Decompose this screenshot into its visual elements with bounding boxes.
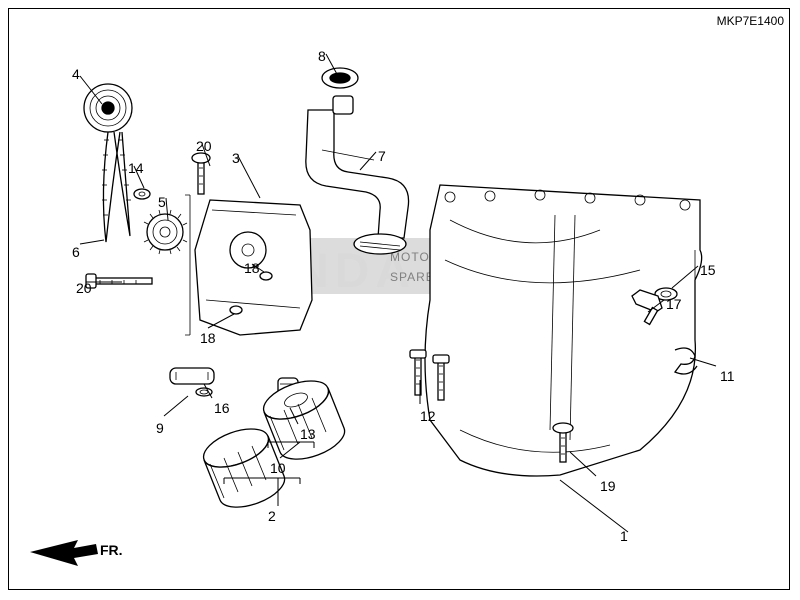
callout-9: 9 — [156, 420, 164, 436]
bolt-20a — [86, 274, 152, 288]
oil-pump-chain — [84, 84, 132, 242]
callout-16: 16 — [214, 400, 230, 416]
callout-5: 5 — [158, 194, 166, 210]
callout-11: 11 — [720, 368, 735, 384]
stud-bolt-1 — [410, 350, 426, 395]
front-arrow — [30, 540, 98, 566]
callout-3: 3 — [232, 150, 240, 166]
callout-18: 18 — [244, 260, 260, 276]
callout-20: 20 — [196, 138, 212, 154]
callout-19: 19 — [600, 478, 616, 494]
callout-6: 6 — [72, 244, 80, 260]
callout-2: 2 — [268, 508, 276, 524]
callout-17: 17 — [666, 296, 682, 312]
callout-18: 18 — [200, 330, 216, 346]
callout-12: 12 — [420, 408, 436, 424]
callout-15: 15 — [700, 262, 716, 278]
callout-20: 20 — [76, 280, 92, 296]
callout-1: 1 — [620, 528, 628, 544]
front-label: FR. — [100, 542, 123, 558]
relief-valve — [170, 368, 214, 396]
part-code: MKP7E1400 — [717, 14, 784, 28]
oil-strainer — [306, 68, 409, 254]
callout-14: 14 — [128, 160, 144, 176]
callout-4: 4 — [72, 66, 80, 82]
callout-10: 10 — [270, 460, 286, 476]
parts-diagram: HONDA MOTORCYCLE SPARE PARTS — [0, 0, 800, 600]
callout-13: 13 — [300, 426, 316, 442]
callout-7: 7 — [378, 148, 386, 164]
callout-8: 8 — [318, 48, 326, 64]
